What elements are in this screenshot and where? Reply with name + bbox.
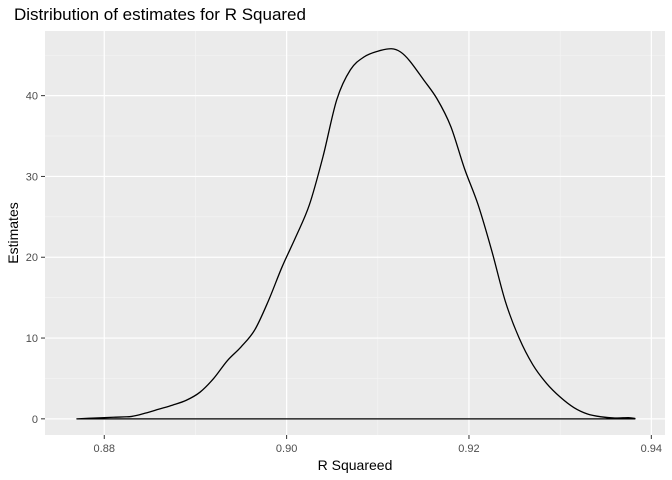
plot-panel <box>45 31 665 435</box>
y-tick-label: 20 <box>26 252 38 264</box>
y-tick-label: 40 <box>26 91 38 103</box>
y-axis: 0 10 20 30 40 <box>26 91 45 426</box>
x-axis: 0.88 0.90 0.92 0.94 <box>94 435 662 455</box>
chart-title: Distribution of estimates for R Squared <box>14 5 306 24</box>
density-curve <box>76 48 636 420</box>
y-tick-label: 0 <box>32 414 38 426</box>
x-tick-label: 0.88 <box>94 443 115 455</box>
x-tick-label: 0.90 <box>276 443 297 455</box>
x-tick-label: 0.92 <box>458 443 479 455</box>
y-tick-label: 10 <box>26 333 38 345</box>
density-marks <box>76 48 636 420</box>
minor-gridlines <box>45 31 665 435</box>
x-tick-label: 0.94 <box>641 443 662 455</box>
x-axis-title: R Squareed <box>318 457 393 473</box>
y-axis-title: Estimates <box>5 202 21 263</box>
y-tick-label: 30 <box>26 171 38 183</box>
